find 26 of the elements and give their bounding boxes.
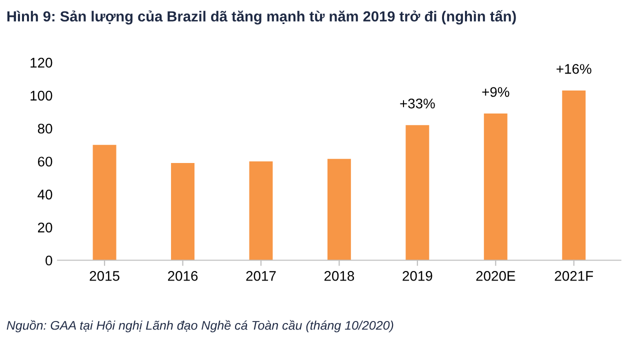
x-tick-label: 2017 <box>246 271 276 281</box>
annotation: +9% <box>482 87 510 97</box>
y-tick-label: 40 <box>38 190 52 200</box>
bar <box>484 114 508 260</box>
y-tick-label: 20 <box>38 222 52 232</box>
bar <box>562 90 586 260</box>
x-tick-label: 2015 <box>90 271 120 281</box>
bar <box>249 161 273 260</box>
y-tick-label: 0 <box>46 256 52 266</box>
x-tick-label: 2020E <box>476 271 516 281</box>
bar <box>171 163 194 260</box>
y-tick-label: 80 <box>38 124 52 134</box>
x-tick-label: 2016 <box>168 271 198 281</box>
chart-title: Hình 9: Sản lượng của Brazil dã tăng mạnh từ năm 2019 trở đi (nghìn tấn) <box>7 10 516 24</box>
y-tick-label: 60 <box>38 156 52 167</box>
text: Nguồn: GAA tại Hội nghị Lãnh đạo Nghề cá Toàn cầu (tháng 10/2020) <box>6 320 394 332</box>
annotation: +33% <box>400 98 435 108</box>
x-tick-label: 2021F <box>554 271 594 281</box>
bar <box>406 125 430 260</box>
y-tick-label: 120 <box>30 58 52 68</box>
y-tick-label: 100 <box>30 90 52 101</box>
bar <box>92 144 116 260</box>
annotation: +16% <box>556 64 592 74</box>
x-tick-label: 2018 <box>324 271 354 281</box>
x-tick-label: 2019 <box>402 271 432 281</box>
bar <box>327 158 351 260</box>
